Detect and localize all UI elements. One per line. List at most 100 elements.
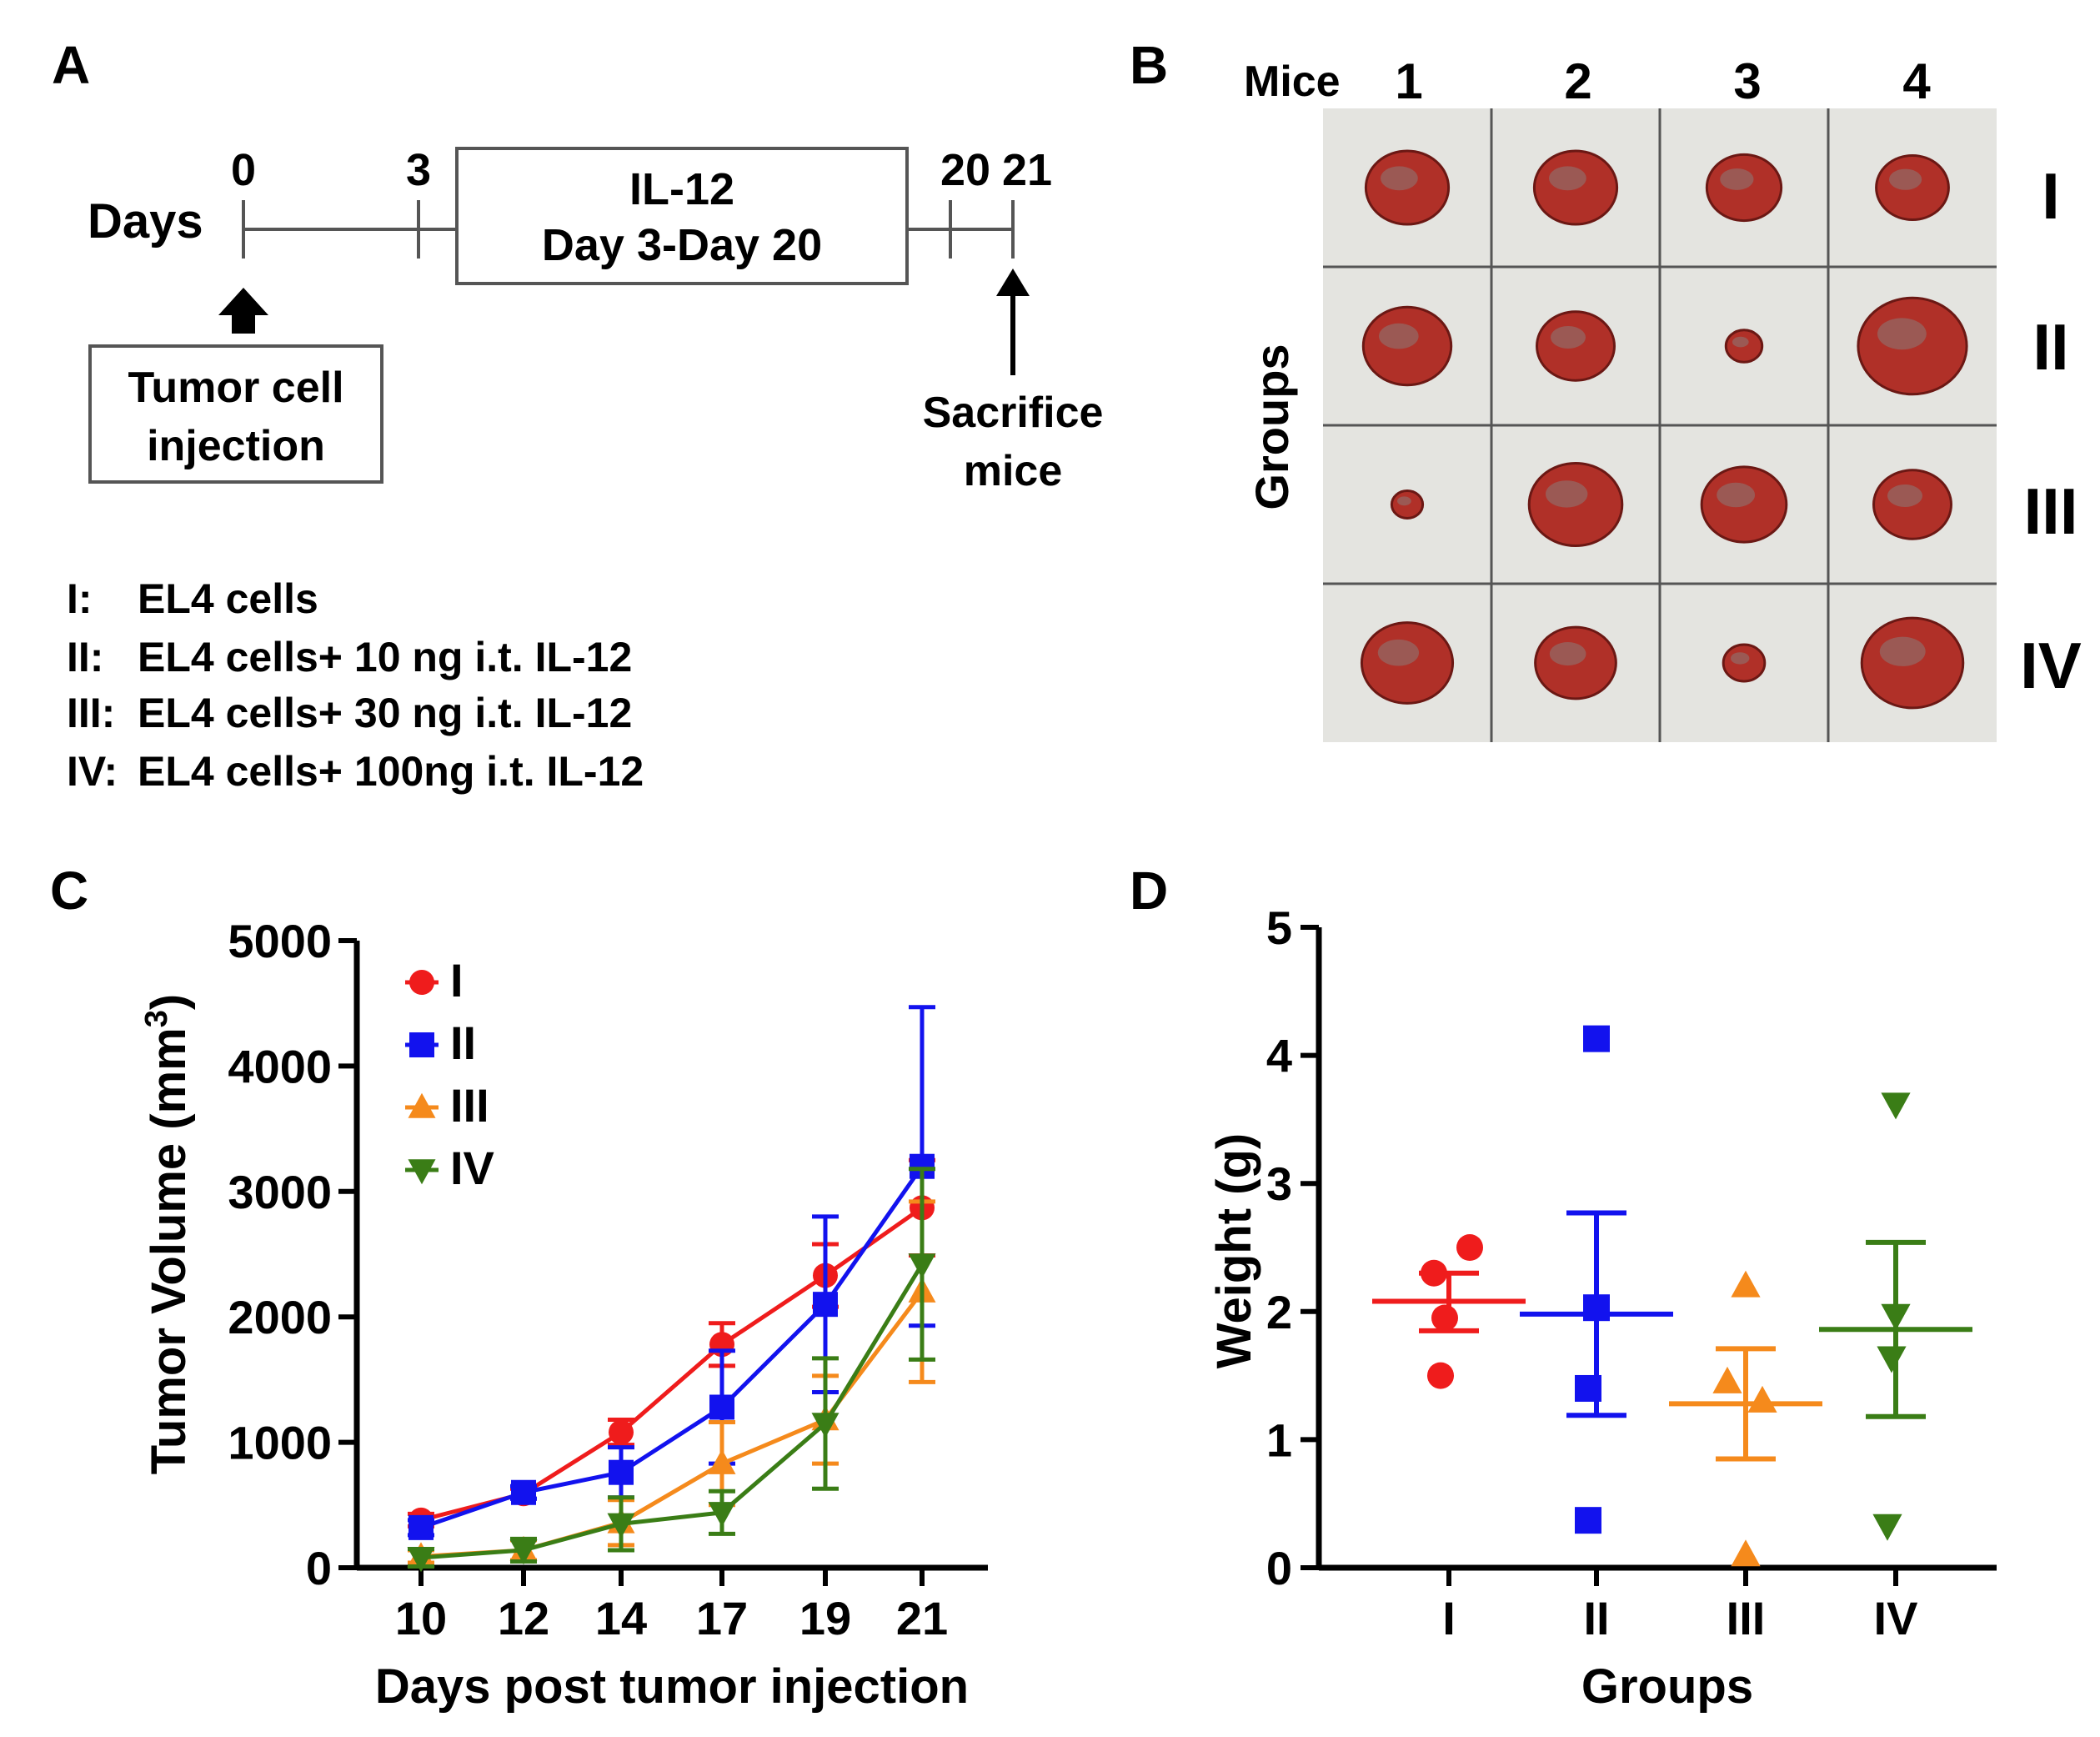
group-text-1: EL4 cells: [138, 575, 318, 622]
mouse-label-4: 4: [1902, 53, 1931, 109]
treatment-title: IL-12: [629, 164, 734, 214]
data-point-II: [709, 1394, 734, 1420]
tick-label-0: 0: [231, 145, 256, 195]
y-tick-label-c: 1000: [228, 1417, 332, 1469]
group-label-III: III: [2023, 474, 2077, 548]
data-point-III: [1747, 1385, 1777, 1413]
data-point-III: [1712, 1366, 1742, 1393]
legend-marker-I: [409, 970, 434, 995]
tumor-highlight-III-1: [1397, 496, 1411, 506]
x-tick-label-c: 10: [395, 1592, 447, 1644]
legend-label-II: II: [450, 1017, 476, 1069]
legend-label-III: III: [450, 1079, 489, 1132]
series-IV: [407, 1167, 936, 1573]
tumor-photo: [1323, 108, 1997, 742]
groups-label-b: Groups: [1245, 344, 1298, 510]
data-point-IV: [509, 1539, 538, 1565]
group-text-3: EL4 cells+ 30 ng i.t. IL-12: [138, 690, 632, 736]
group-II: [1520, 1025, 1673, 1534]
group-label-II: II: [2032, 310, 2068, 384]
data-point-IV: [407, 1547, 435, 1573]
series-line-I: [420, 1206, 924, 1523]
tick-label-21: 21: [1002, 145, 1052, 195]
y-tick-label-c: 2000: [228, 1291, 332, 1343]
mouse-label-2: 2: [1564, 53, 1591, 109]
y-tick-label-d: 4: [1266, 1030, 1292, 1082]
panel-label-d: D: [1130, 861, 1168, 921]
series-line-IV: [420, 1263, 925, 1560]
tick-label-20: 20: [940, 145, 990, 195]
data-point-IV: [1881, 1092, 1911, 1120]
tumor-highlight-III-3: [1717, 482, 1756, 508]
y-tick-label-c: 5000: [228, 915, 332, 967]
series-I: [408, 1157, 935, 1533]
injection-line-2: injection: [147, 422, 325, 470]
y-axis-title-c-main: Tumor Volume (mm: [142, 1027, 196, 1474]
mouse-label-1: 1: [1395, 53, 1422, 109]
tumor-highlight-III-4: [1887, 484, 1922, 507]
tumor-highlight-IV-2: [1549, 642, 1586, 666]
data-point-III: [708, 1448, 736, 1474]
data-point-II: [1583, 1294, 1610, 1322]
mice-label: Mice: [1244, 58, 1341, 106]
y-axis-title-c: Tumor Volume (mm3): [139, 994, 196, 1474]
y-axis-title-d: Weight (g): [1207, 1133, 1261, 1368]
panel-label-b: B: [1130, 35, 1168, 95]
data-point-II: [1575, 1507, 1601, 1534]
data-point-IV: [708, 1502, 736, 1528]
tumor-highlight-I-2: [1549, 166, 1586, 191]
tumor-highlight-II-4: [1877, 318, 1927, 350]
group-key-4: IV:: [67, 748, 118, 795]
group-text-4: EL4 cells+ 100ng i.t. IL-12: [138, 748, 644, 795]
x-tick-label-d: III: [1727, 1592, 1766, 1644]
data-point-I: [1456, 1234, 1483, 1261]
y-tick-label-d: 2: [1266, 1286, 1292, 1338]
x-tick-label-c: 19: [799, 1592, 851, 1644]
y-axis-title-c-sup: 3: [139, 1010, 174, 1027]
group-key-3: III:: [67, 690, 115, 736]
treatment-box: [455, 147, 909, 285]
data-point-IV: [811, 1413, 839, 1438]
x-tick-label-c: 21: [896, 1592, 948, 1644]
group-definitions: I: EL4 cells II: EL4 cells+ 10 ng i.t. I…: [67, 575, 644, 795]
data-point-I: [1421, 1259, 1447, 1287]
data-point-II: [511, 1479, 536, 1505]
data-point-III: [1731, 1539, 1761, 1567]
data-point-II: [609, 1459, 634, 1485]
series-line-II: [420, 1165, 925, 1530]
y-tick-label-d: 3: [1266, 1157, 1292, 1210]
injection-line-1: Tumor cell: [128, 364, 343, 412]
group-I: [1372, 1234, 1526, 1389]
tumor-highlight-III-2: [1546, 480, 1588, 508]
x-tick-label-c: 14: [595, 1592, 647, 1644]
mouse-label-3: 3: [1733, 53, 1761, 109]
days-label: Days: [88, 194, 203, 249]
y-axis-title-c-close: ): [142, 994, 196, 1010]
sacrifice-arrow-icon: [996, 269, 1030, 296]
y-tick-label-c: 4000: [228, 1040, 332, 1092]
y-tick-label-d: 0: [1266, 1542, 1292, 1594]
treatment-days: Day 3-Day 20: [542, 220, 822, 270]
group-label-I: I: [2042, 159, 2060, 233]
x-tick-label-d: I: [1442, 1592, 1456, 1644]
group-key-1: I:: [67, 575, 93, 622]
x-tick-label-d: II: [1583, 1592, 1609, 1644]
panel-b: B Mice 1 2 3 4 Groups I II III IV: [1130, 35, 2082, 742]
sacrifice-line-1: Sacrifice: [923, 389, 1104, 437]
legend-marker-II: [409, 1032, 434, 1057]
tumor-highlight-II-2: [1551, 326, 1586, 349]
tumor-highlight-I-4: [1889, 168, 1922, 190]
panel-c: C 0 1000 2000 3000 4000 5000 10 12 14 17 19 21 Tumo…: [50, 861, 988, 1714]
y-tick-label-d: 5: [1266, 901, 1292, 954]
x-axis-title-c: Days post tumor injection: [375, 1659, 969, 1714]
data-point-II: [1575, 1374, 1601, 1402]
group-IV: [1819, 1092, 1972, 1541]
series-II: [408, 1005, 935, 1540]
legend-c: I II III IV: [450, 954, 494, 1194]
group-key-2: II:: [67, 634, 103, 680]
panel-label-c: C: [50, 861, 88, 921]
data-point-IV: [908, 1253, 936, 1279]
tumor-highlight-I-3: [1720, 168, 1754, 190]
